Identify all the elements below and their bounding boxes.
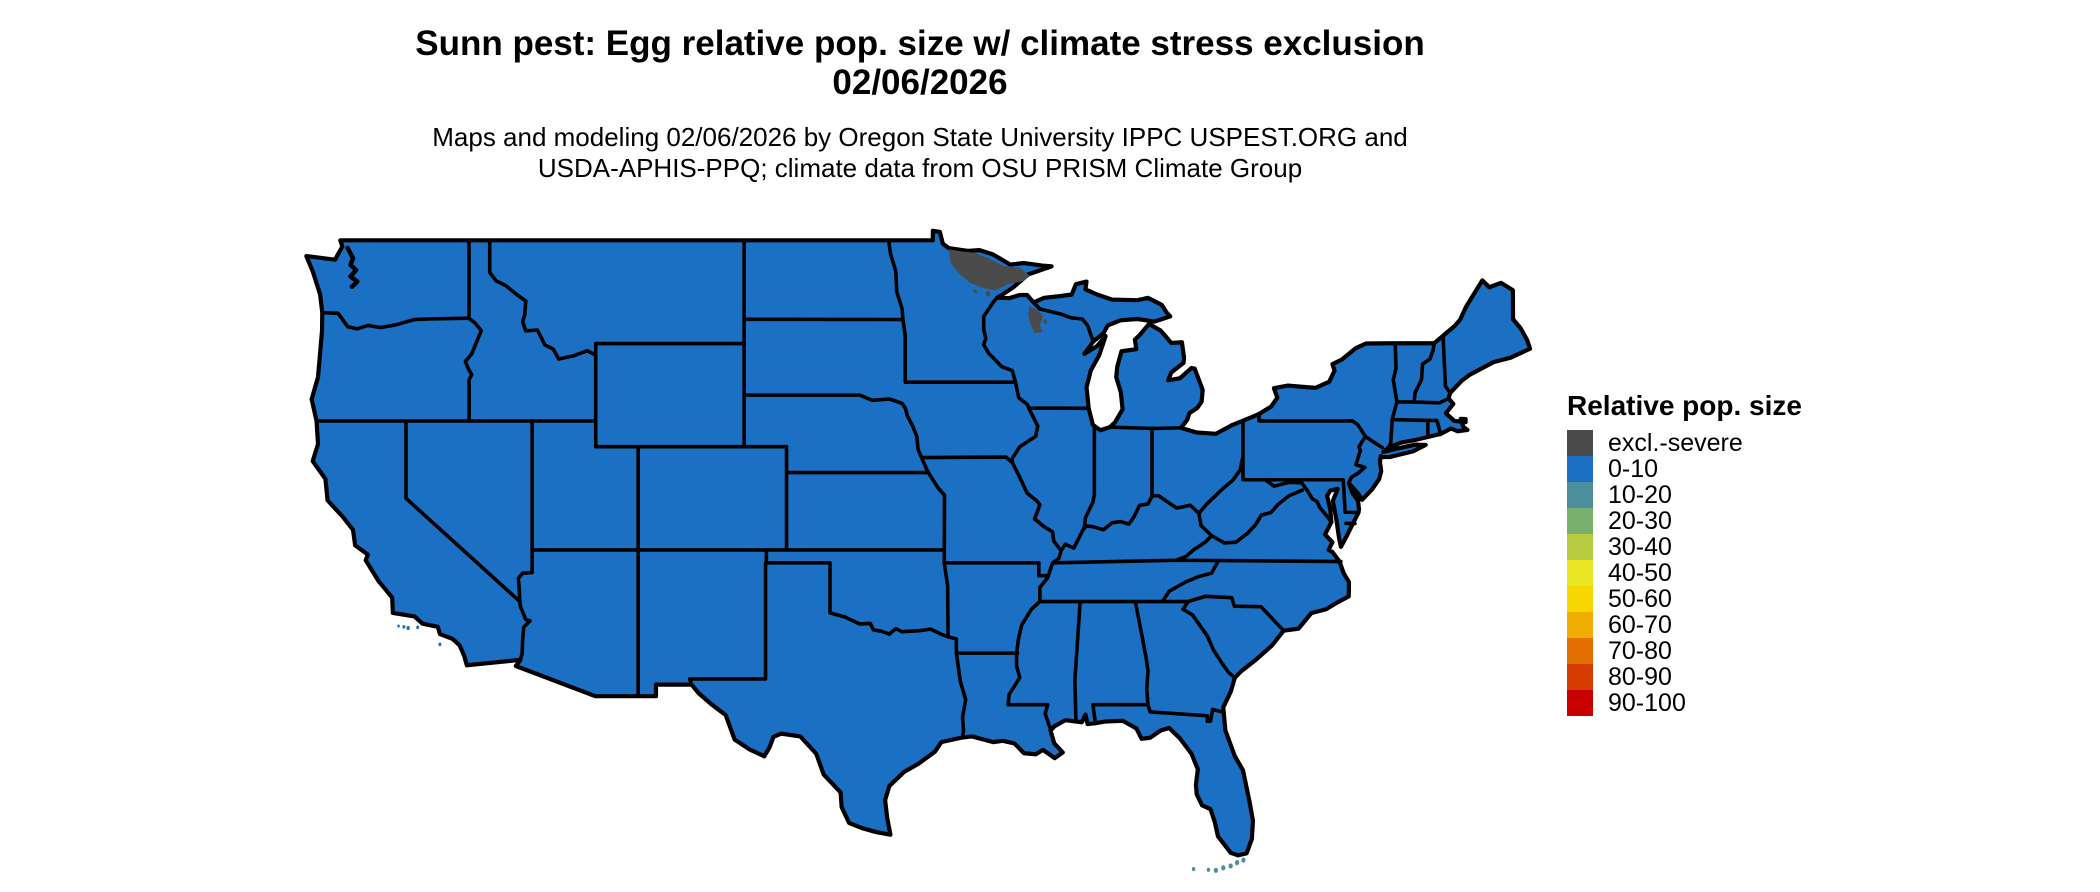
legend-title: Relative pop. size bbox=[1567, 390, 1802, 421]
us-outline bbox=[306, 231, 1530, 856]
legend-swatch bbox=[1567, 456, 1593, 482]
legend-item-label: 50-60 bbox=[1608, 584, 1672, 613]
legend-item: 0-10 bbox=[1567, 454, 1802, 483]
map-title-line1: Sunn pest: Egg relative pop. size w/ cli… bbox=[415, 24, 1425, 63]
legend-items: excl.-severe 0-10 10-20 20-30 30-40 40-50 50-6… bbox=[1567, 428, 1802, 717]
legend-item-label: excl.-severe bbox=[1608, 428, 1743, 457]
legend-item-label: 20-30 bbox=[1608, 506, 1672, 535]
legend-item: excl.-severe bbox=[1567, 428, 1802, 457]
legend-swatch bbox=[1567, 482, 1593, 508]
legend-item: 50-60 bbox=[1567, 584, 1802, 613]
legend-item-label: 0-10 bbox=[1608, 454, 1659, 483]
legend-item: 20-30 bbox=[1567, 506, 1802, 535]
legend-swatch bbox=[1567, 612, 1593, 638]
legend-item-label: 80-90 bbox=[1608, 662, 1672, 691]
legend-swatch bbox=[1567, 560, 1593, 586]
legend-item: 10-20 bbox=[1567, 480, 1802, 509]
puget-sound-inlets bbox=[348, 248, 358, 287]
legend-item-label: 70-80 bbox=[1608, 636, 1672, 665]
legend-item-label: 10-20 bbox=[1608, 480, 1672, 509]
legend-swatch bbox=[1567, 586, 1593, 612]
legend-item-label: 40-50 bbox=[1608, 558, 1672, 587]
legend-item: 80-90 bbox=[1567, 662, 1802, 691]
map-subtitle: Maps and modeling 02/06/2026 by Oregon S… bbox=[0, 122, 1840, 184]
legend-swatch bbox=[1567, 430, 1593, 456]
legend-item-label: 90-100 bbox=[1608, 688, 1686, 717]
state-borders bbox=[317, 240, 1451, 737]
exclusion-speck-mn-2 bbox=[973, 289, 977, 294]
map-title: Sunn pest: Egg relative pop. size w/ cli… bbox=[0, 24, 1840, 102]
map-title-line2: 02/06/2026 bbox=[832, 63, 1008, 102]
legend-item: 30-40 bbox=[1567, 532, 1802, 561]
legend-item: 70-80 bbox=[1567, 636, 1802, 665]
legend-swatch bbox=[1567, 664, 1593, 690]
exclusion-region-minnesota bbox=[948, 249, 1031, 291]
legend-item: 60-70 bbox=[1567, 610, 1802, 639]
legend-swatch bbox=[1567, 690, 1593, 716]
legend-swatch bbox=[1567, 534, 1593, 560]
legend-item: 40-50 bbox=[1567, 558, 1802, 587]
map-subtitle-line1: Maps and modeling 02/06/2026 by Oregon S… bbox=[432, 122, 1408, 152]
channel-islands-specks bbox=[397, 624, 442, 647]
legend-item: 90-100 bbox=[1567, 688, 1802, 717]
exclusion-speck-mn-1 bbox=[985, 290, 991, 297]
exclusion-speck-wi-1 bbox=[1043, 319, 1048, 324]
legend: Relative pop. size excl.-severe 0-10 10-20… bbox=[1567, 390, 1802, 717]
legend-item-label: 30-40 bbox=[1608, 532, 1672, 561]
legend-swatch bbox=[1567, 638, 1593, 664]
legend-swatch bbox=[1567, 508, 1593, 534]
exclusion-region-wisconsin bbox=[1028, 306, 1044, 334]
florida-keys-specks bbox=[1191, 857, 1246, 873]
map-subtitle-line2: USDA-APHIS-PPQ; climate data from OSU PR… bbox=[537, 153, 1303, 183]
legend-item-label: 60-70 bbox=[1608, 610, 1672, 639]
